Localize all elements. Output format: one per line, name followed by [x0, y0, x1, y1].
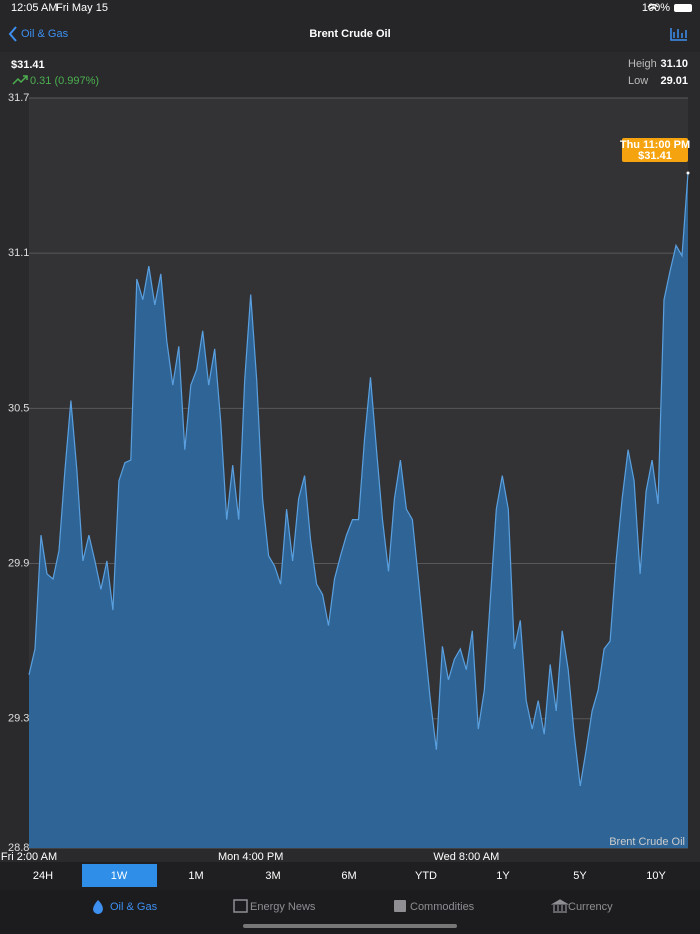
x-tick-label: Mon 4:00 PM: [218, 851, 283, 863]
price-change: 0.31 (0.997%): [30, 75, 99, 87]
status-time: 12:05 AM: [11, 2, 57, 14]
tab-icon: [550, 899, 570, 913]
price: $31.41: [11, 59, 45, 71]
range-button[interactable]: YTD: [415, 870, 437, 882]
range-selected: [82, 864, 157, 887]
tab-label[interactable]: Oil & Gas: [110, 901, 158, 913]
range-button[interactable]: 5Y: [573, 870, 587, 882]
tab-label[interactable]: Energy News: [250, 901, 316, 913]
y-tick-label: 31.1: [8, 247, 29, 259]
range-button[interactable]: 1M: [188, 870, 203, 882]
last-point: [686, 171, 690, 175]
tab-label[interactable]: Commodities: [410, 901, 475, 913]
header-bg: [0, 0, 700, 52]
high-label: Heigh: [628, 58, 657, 70]
range-button[interactable]: 24H: [33, 870, 53, 882]
low-value: 29.01: [660, 75, 688, 87]
battery-text: 100%: [642, 2, 670, 14]
wifi-icon: [647, 3, 659, 10]
back-chevron[interactable]: [8, 26, 17, 42]
y-tick-label: 29.3: [8, 713, 29, 725]
back-button[interactable]: Oil & Gas: [21, 28, 69, 40]
area-fill: [29, 173, 688, 848]
tooltip-time: Thu 11:00 PM: [620, 139, 690, 151]
status-date: Fri May 15: [56, 2, 108, 14]
range-button[interactable]: 10Y: [646, 870, 666, 882]
y-tick-label: 31.7: [8, 92, 29, 104]
x-tick-label: Wed 8:00 AM: [433, 851, 499, 863]
tab-icon: [394, 900, 406, 912]
low-label: Low: [628, 75, 648, 87]
x-tick-label: Fri 2:00 AM: [1, 851, 57, 863]
tab-label[interactable]: Currency: [568, 901, 613, 913]
range-button[interactable]: 1Y: [496, 870, 510, 882]
range-button[interactable]: 3M: [265, 870, 280, 882]
y-tick-label: 29.9: [8, 557, 29, 569]
chart-settings-icon[interactable]: [670, 28, 687, 41]
range-button[interactable]: 1W: [111, 870, 128, 882]
price-line: [28, 172, 689, 786]
battery-icon: [674, 4, 692, 12]
y-tick-label: 30.5: [8, 402, 29, 414]
high-value: 31.10: [660, 58, 688, 70]
tab-icon: [233, 899, 248, 913]
home-indicator: [243, 924, 457, 928]
trend-icon: [12, 75, 28, 85]
tooltip-box: [622, 138, 688, 162]
watermark: Brent Crude Oil: [609, 836, 685, 848]
range-button[interactable]: 6M: [341, 870, 356, 882]
nav-title: Brent Crude Oil: [309, 28, 390, 40]
tooltip-price: $31.41: [638, 150, 672, 162]
tab-icon: [93, 900, 103, 914]
y-tick-label: 28.8: [8, 842, 29, 854]
